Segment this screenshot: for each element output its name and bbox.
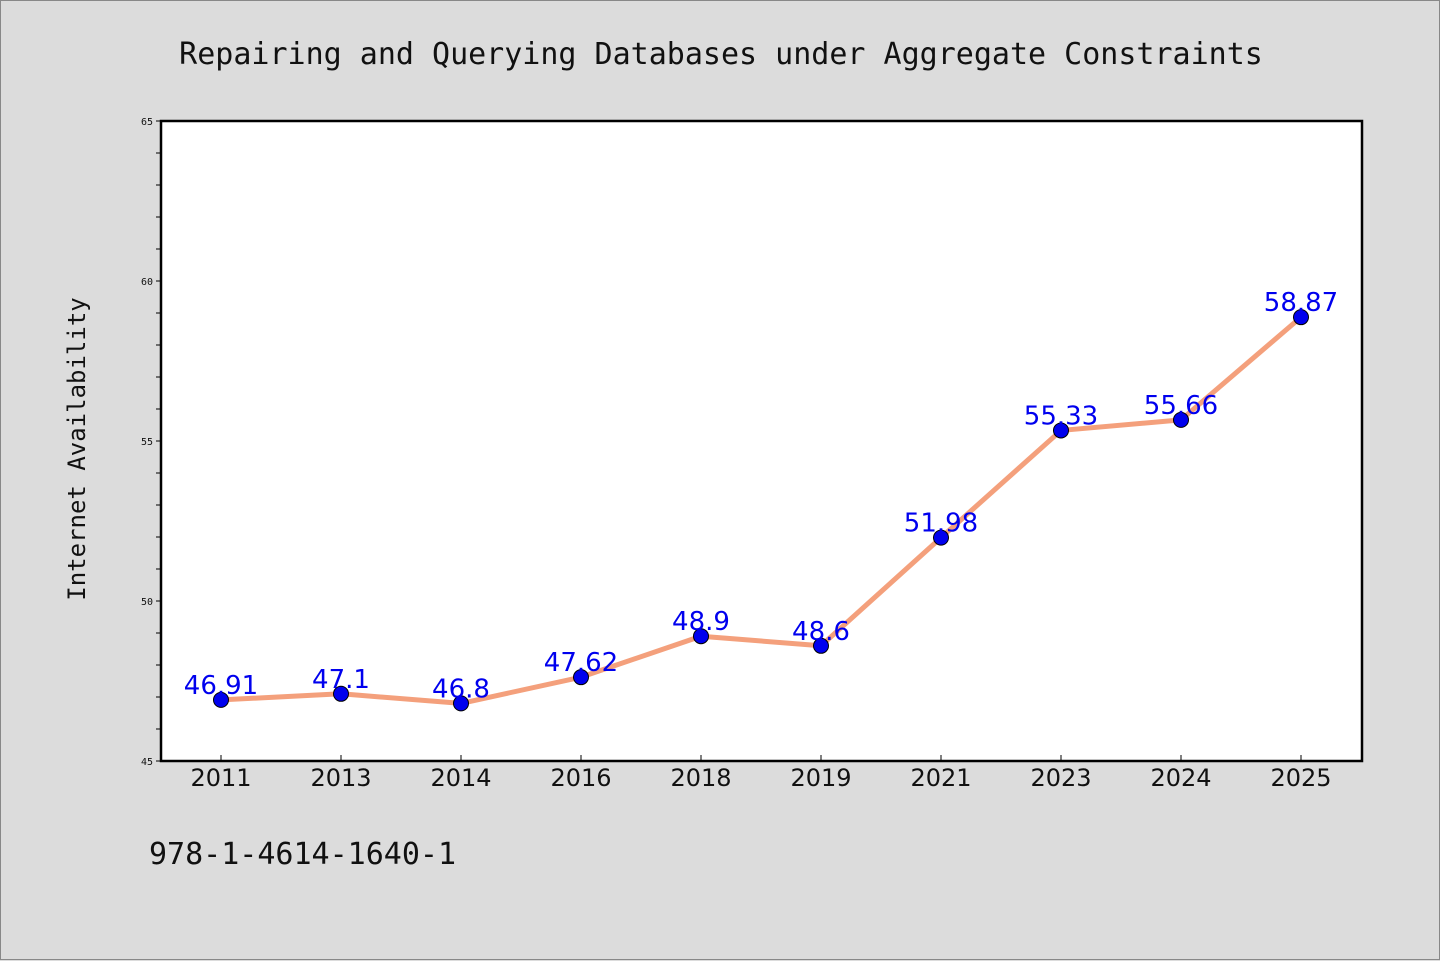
x-tick-label: 2021 xyxy=(910,764,971,792)
series-layer: 46.91 47.1 46.8 47.62 48.9 48.6 51.98 55.33 55.6… xyxy=(184,288,1338,712)
y-axis: 45 50 55 60 65 xyxy=(141,117,161,768)
x-axis: 2011 2013 2014 2016 2018 2019 2021 2023 2024 2025 xyxy=(190,755,1332,792)
y-axis-label: Internet Availability xyxy=(63,297,91,600)
data-label: 55.66 xyxy=(1144,391,1218,421)
y-tick-label: 65 xyxy=(141,117,153,128)
data-label: 46.91 xyxy=(184,671,258,701)
data-label: 47.1 xyxy=(312,665,370,695)
y-tick-label: 60 xyxy=(141,277,153,288)
data-label: 46.8 xyxy=(432,674,490,704)
data-point xyxy=(333,685,349,702)
data-point xyxy=(1053,422,1069,439)
x-tick-label: 2025 xyxy=(1270,764,1331,792)
data-label: 55.33 xyxy=(1024,401,1098,431)
data-label: 51.98 xyxy=(904,509,978,539)
y-tick-label: 50 xyxy=(141,597,153,608)
data-point xyxy=(933,529,949,546)
series-line xyxy=(218,314,1304,706)
x-tick-label: 2018 xyxy=(670,764,731,792)
x-tick-label: 2016 xyxy=(550,764,611,792)
data-point xyxy=(1173,411,1189,428)
data-point xyxy=(813,637,829,654)
data-point xyxy=(573,669,589,686)
data-label: 58.87 xyxy=(1264,288,1338,318)
data-point xyxy=(453,695,469,712)
data-point xyxy=(213,691,229,708)
data-point xyxy=(1293,309,1309,326)
y-tick-label: 45 xyxy=(141,757,153,768)
x-tick-label: 2024 xyxy=(1150,764,1211,792)
x-tick-label: 2014 xyxy=(430,764,491,792)
x-tick-label: 2023 xyxy=(1030,764,1091,792)
data-label: 47.62 xyxy=(544,648,618,678)
x-tick-label: 2011 xyxy=(190,764,251,792)
isbn-note: 978-1-4614-1640-1 xyxy=(149,837,456,872)
x-tick-label: 2013 xyxy=(310,764,371,792)
data-label: 48.9 xyxy=(672,607,730,637)
x-tick-label: 2019 xyxy=(790,764,851,792)
data-point xyxy=(693,628,709,645)
data-label: 48.6 xyxy=(792,617,850,647)
plot-area xyxy=(159,119,1364,763)
y-tick-label: 55 xyxy=(141,437,153,448)
chart-title: Repairing and Querying Databases under A… xyxy=(179,37,1263,72)
